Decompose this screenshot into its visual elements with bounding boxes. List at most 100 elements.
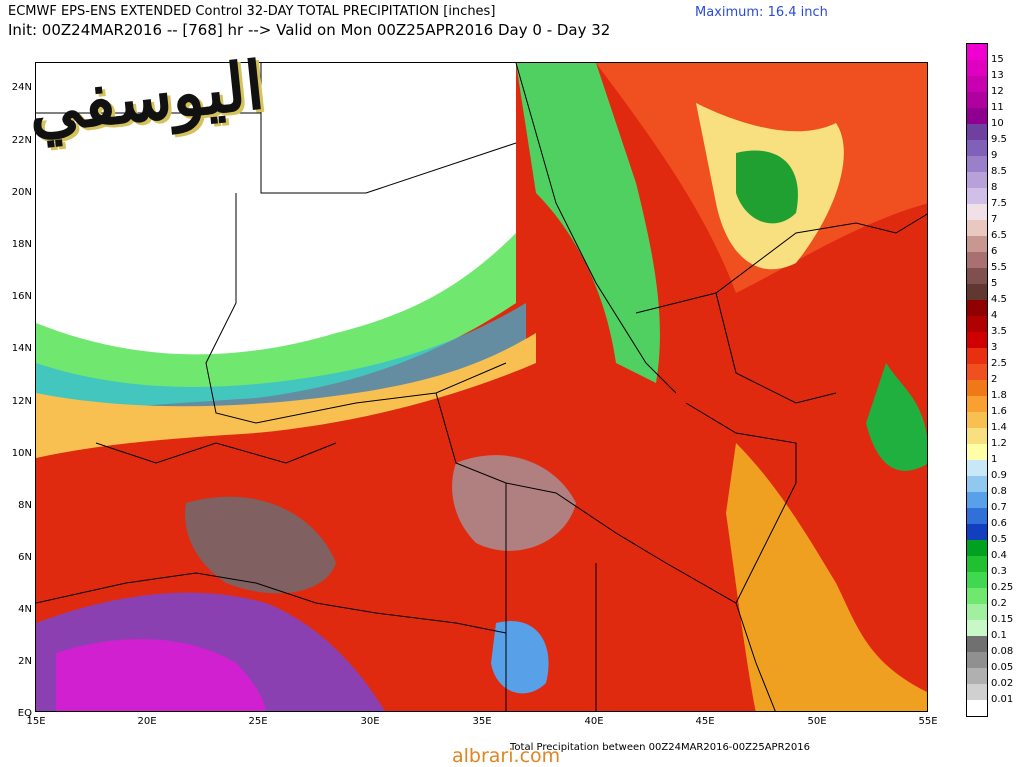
lat-label: 6N xyxy=(18,552,32,563)
lat-label: 4N xyxy=(18,604,32,615)
legend-label: 11 xyxy=(991,102,1004,113)
legend-swatch xyxy=(967,444,987,460)
legend-label: 0.5 xyxy=(991,534,1007,545)
precipitation-map xyxy=(35,62,928,712)
legend-label: 1.4 xyxy=(991,422,1007,433)
legend-label: 0.7 xyxy=(991,502,1007,513)
legend-swatch xyxy=(967,92,987,108)
legend-label: 5 xyxy=(991,278,998,289)
lon-label: 20E xyxy=(137,716,157,727)
legend-label: 1 xyxy=(991,454,998,465)
legend-label: 0.02 xyxy=(991,678,1014,689)
lat-label: 10N xyxy=(11,448,32,459)
legend-swatch xyxy=(967,140,987,156)
legend-label: 9 xyxy=(991,150,998,161)
legend-swatch xyxy=(967,332,987,348)
legend-swatch xyxy=(967,124,987,140)
lon-label: 50E xyxy=(807,716,827,727)
legend-label: 4 xyxy=(991,310,998,321)
legend-swatch xyxy=(967,492,987,508)
legend-label: 0.6 xyxy=(991,518,1007,529)
lon-label: 25E xyxy=(248,716,268,727)
legend-label: 7.5 xyxy=(991,198,1007,209)
footer-caption: Total Precipitation between 00Z24MAR2016… xyxy=(510,742,810,753)
lat-label: 22N xyxy=(11,135,32,146)
legend-label: 1.2 xyxy=(991,438,1007,449)
lat-label: 8N xyxy=(18,500,32,511)
legend-label: 2.5 xyxy=(991,358,1007,369)
legend-swatch xyxy=(967,172,987,188)
legend-label: 15 xyxy=(991,54,1004,65)
legend-label: 0.3 xyxy=(991,566,1007,577)
legend-label: 2 xyxy=(991,374,998,385)
legend-label: 4.5 xyxy=(991,294,1007,305)
lat-label: 16N xyxy=(11,291,32,302)
lat-label: 20N xyxy=(11,187,32,198)
chart-title: ECMWF EPS-ENS EXTENDED Control 32-DAY TO… xyxy=(8,4,496,19)
legend-label: 5.5 xyxy=(991,262,1007,273)
legend-swatch xyxy=(967,364,987,380)
legend-swatch xyxy=(967,540,987,556)
legend-swatch xyxy=(967,316,987,332)
lon-label: 30E xyxy=(360,716,380,727)
legend-label: 3 xyxy=(991,342,998,353)
legend-label: 0.01 xyxy=(991,694,1014,705)
lon-label: 40E xyxy=(584,716,604,727)
legend-swatch xyxy=(967,524,987,540)
maximum-label: Maximum: 16.4 inch xyxy=(695,5,828,20)
legend-swatch xyxy=(967,252,987,268)
legend-swatch xyxy=(967,236,987,252)
lat-label: 2N xyxy=(18,656,32,667)
lon-label: 55E xyxy=(918,716,938,727)
legend-label: 1.6 xyxy=(991,406,1007,417)
lat-label: 18N xyxy=(11,239,32,250)
legend-swatch xyxy=(967,652,987,668)
legend-label: 7 xyxy=(991,214,998,225)
lon-label: 35E xyxy=(472,716,492,727)
legend-label: 6 xyxy=(991,246,998,257)
legend-swatch xyxy=(967,636,987,652)
lat-label: EQ xyxy=(17,708,32,719)
legend-swatch xyxy=(967,108,987,124)
legend-swatch xyxy=(967,60,987,76)
init-valid-line: Init: 00Z24MAR2016 -- [768] hr --> Valid… xyxy=(8,21,611,39)
legend-swatch xyxy=(967,44,987,60)
legend-label: 8 xyxy=(991,182,998,193)
legend-swatch xyxy=(967,204,987,220)
legend-label: 6.5 xyxy=(991,230,1007,241)
legend-swatch xyxy=(967,188,987,204)
legend-swatch xyxy=(967,684,987,700)
legend-label: 13 xyxy=(991,70,1004,81)
legend-swatch xyxy=(967,76,987,92)
legend-label: 0.8 xyxy=(991,486,1007,497)
color-legend xyxy=(966,43,988,717)
legend-swatch xyxy=(967,220,987,236)
legend-swatch xyxy=(967,428,987,444)
legend-swatch xyxy=(967,348,987,364)
map-field xyxy=(36,63,927,711)
legend-swatch xyxy=(967,668,987,684)
legend-label: 10 xyxy=(991,118,1004,129)
legend-label: 0.25 xyxy=(991,582,1014,593)
legend-label: 0.9 xyxy=(991,470,1007,481)
legend-label: 8.5 xyxy=(991,166,1007,177)
legend-label: 1.8 xyxy=(991,390,1007,401)
legend-swatch xyxy=(967,700,987,716)
legend-label: 3.5 xyxy=(991,326,1007,337)
legend-label: 9.5 xyxy=(991,134,1007,145)
lat-label: 14N xyxy=(11,343,32,354)
legend-swatch xyxy=(967,284,987,300)
legend-swatch xyxy=(967,380,987,396)
legend-swatch xyxy=(967,268,987,284)
legend-label: 0.4 xyxy=(991,550,1007,561)
lon-label: 45E xyxy=(695,716,715,727)
legend-swatch xyxy=(967,620,987,636)
legend-swatch xyxy=(967,412,987,428)
legend-swatch xyxy=(967,300,987,316)
lat-label: 12N xyxy=(11,396,32,407)
legend-swatch xyxy=(967,556,987,572)
legend-swatch xyxy=(967,460,987,476)
legend-label: 0.2 xyxy=(991,598,1007,609)
watermark: albrari.com xyxy=(452,745,561,767)
legend-label: 12 xyxy=(991,86,1004,97)
